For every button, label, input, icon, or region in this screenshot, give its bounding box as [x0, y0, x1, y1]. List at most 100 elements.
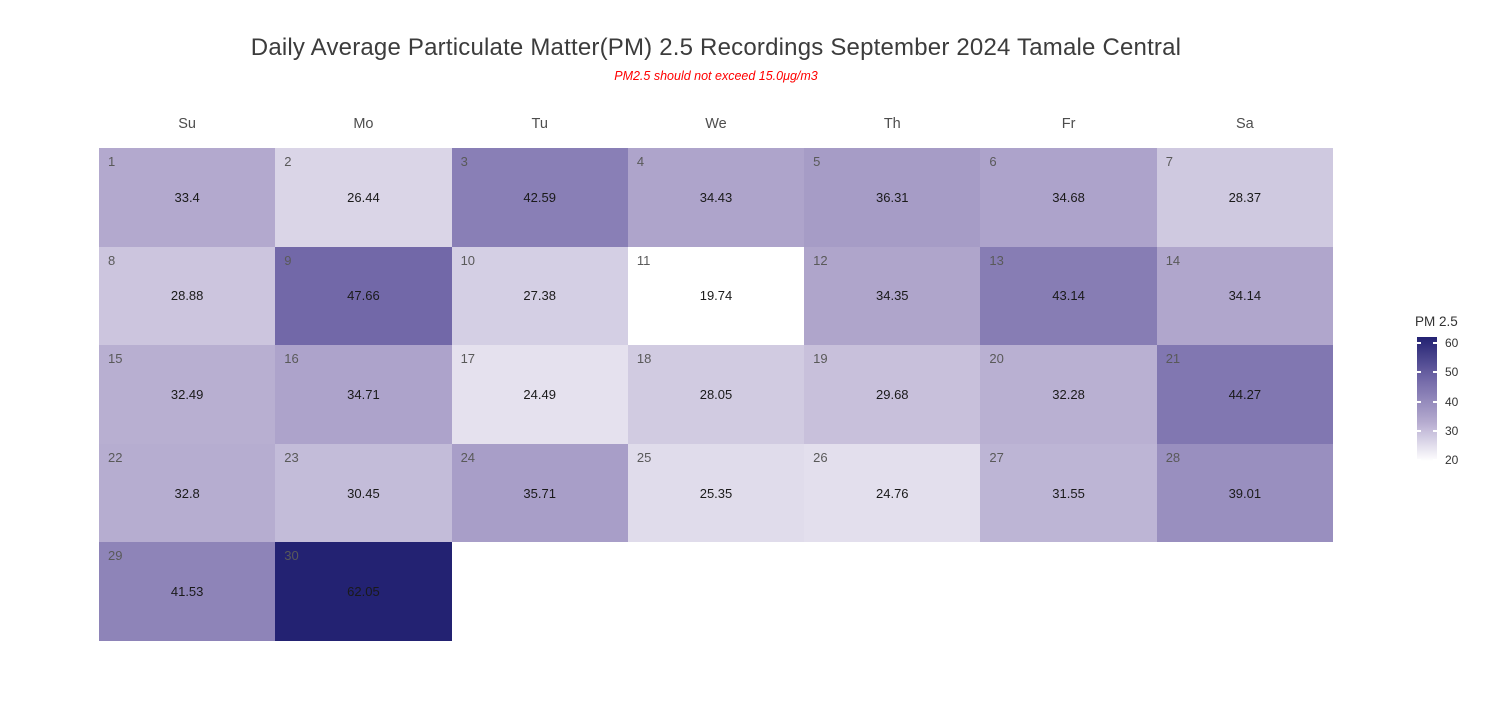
- day-cell: 22 32.8: [99, 443, 276, 543]
- weekday-label-su: Su: [178, 116, 197, 132]
- pm-value: 36.31: [876, 189, 909, 205]
- day-number: 13: [989, 252, 1004, 268]
- calendar-grid: 1 33.4 2 26.44 3 42.59 4 34.43 5 36.31 6 34.68 7 28.3…: [99, 148, 1333, 641]
- day-number: 15: [108, 351, 123, 367]
- pm-value: 34.71: [347, 386, 380, 402]
- pm-value: 42.59: [523, 189, 556, 205]
- day-number: 17: [460, 351, 476, 367]
- day-cell: 11 19.74: [627, 246, 805, 346]
- legend-tick-mark: [1417, 400, 1421, 403]
- pm-value: 28.05: [699, 386, 733, 402]
- day-number: 12: [813, 252, 828, 268]
- day-cell: 5 36.31: [804, 148, 981, 247]
- pm-value: 29.68: [876, 386, 909, 402]
- day-number: 24: [460, 449, 476, 465]
- legend-tick-mark: [1417, 459, 1421, 462]
- pm-value: 28.88: [170, 288, 204, 304]
- legend-tick-mark: [1433, 342, 1437, 344]
- legend-title: PM 2.5: [1415, 314, 1458, 329]
- day-number: 11: [636, 252, 651, 268]
- day-number: 14: [1165, 252, 1181, 268]
- day-cell: 8 28.88: [99, 246, 276, 346]
- day-cell: 3 42.59: [451, 148, 628, 247]
- day-cell: 4 34.43: [627, 148, 805, 247]
- day-cell: 13 43.14: [980, 246, 1157, 346]
- legend-tick-mark: [1433, 459, 1437, 462]
- pm-value: 28.37: [1228, 189, 1262, 205]
- day-number: 29: [108, 548, 123, 564]
- pm-value: 31.55: [1052, 485, 1085, 501]
- day-cell: 17 24.49: [451, 345, 628, 444]
- day-cell: 12 34.35: [804, 246, 981, 346]
- pm-value: 32.49: [170, 386, 204, 402]
- pm-value: 26.44: [347, 189, 380, 205]
- day-cell: 18 28.05: [627, 345, 805, 444]
- legend-tick-mark: [1417, 429, 1421, 432]
- day-number: 23: [284, 449, 299, 465]
- pm-value: 44.27: [1228, 386, 1262, 402]
- legend-tick-label: 30: [1445, 423, 1459, 438]
- day-cell: 23 30.45: [275, 443, 452, 543]
- chart-subtitle: PM2.5 should not exceed 15.0μg/m3: [614, 69, 818, 83]
- legend-tick-mark: [1433, 400, 1437, 403]
- day-number: 25: [636, 449, 652, 465]
- day-cell: 21 44.27: [1156, 345, 1333, 444]
- pm-value: 25.35: [699, 485, 733, 501]
- pm-value: 32.8: [174, 485, 200, 501]
- weekday-label-we: We: [705, 116, 727, 132]
- day-cell: 6 34.68: [980, 148, 1157, 247]
- pm-value: 24.49: [523, 386, 556, 402]
- legend-tick-mark: [1433, 371, 1437, 374]
- pm-value: 34.35: [876, 288, 909, 304]
- day-number: 5: [813, 154, 821, 169]
- weekday-label-th: Th: [883, 116, 901, 132]
- day-cell: 26 24.76: [804, 443, 981, 543]
- day-number: 9: [284, 252, 292, 268]
- day-number: 22: [108, 449, 123, 465]
- pm-value: 33.4: [174, 189, 200, 205]
- weekday-header-row: Su Mo Tu We Th Fr Sa: [99, 112, 1333, 136]
- day-number: 27: [989, 449, 1004, 465]
- day-number: 7: [1165, 154, 1173, 169]
- day-cell: 24 35.71: [451, 443, 628, 543]
- legend-tick-mark: [1417, 371, 1421, 374]
- day-number: 10: [460, 252, 476, 268]
- day-number: 18: [636, 351, 652, 367]
- legend-colorbar: [1417, 337, 1437, 462]
- day-number: 1: [108, 154, 116, 169]
- day-cell: 30 62.05: [275, 542, 452, 641]
- day-cell: 15 32.49: [99, 345, 276, 444]
- pm-value: 34.68: [1052, 189, 1085, 205]
- pm-value: 24.76: [876, 485, 909, 501]
- day-number: 4: [636, 154, 645, 169]
- pm-value: 47.66: [347, 288, 380, 304]
- day-cell: 2 26.44: [275, 148, 452, 247]
- legend-tick-label: 20: [1445, 453, 1459, 468]
- pm-value: 62.05: [347, 584, 380, 600]
- pm-value: 19.74: [699, 288, 733, 304]
- legend-tick-mark: [1433, 429, 1437, 432]
- weekday-label-sa: Sa: [1235, 116, 1254, 132]
- day-number: 19: [813, 351, 828, 367]
- pm-value: 34.14: [1228, 288, 1262, 304]
- pm-value: 34.43: [699, 189, 733, 205]
- day-number: 8: [108, 252, 116, 268]
- legend-tick-mark: [1417, 342, 1421, 344]
- legend: PM 2.5 60 50 40 30 20: [1415, 314, 1489, 466]
- day-cell: 14 34.14: [1156, 246, 1333, 346]
- day-cell: 10 27.38: [451, 246, 628, 346]
- pm-value: 39.01: [1228, 485, 1262, 501]
- legend-tick-label: 50: [1445, 365, 1459, 380]
- day-cell: 27 31.55: [980, 443, 1157, 543]
- pm-value: 30.45: [347, 485, 380, 501]
- day-number: 21: [1165, 351, 1181, 367]
- day-number: 16: [284, 351, 299, 367]
- pm-value: 27.38: [523, 288, 556, 304]
- day-number: 3: [460, 154, 468, 169]
- pm-value: 43.14: [1052, 288, 1085, 304]
- legend-tick-label: 60: [1445, 336, 1459, 350]
- chart-title: Daily Average Particulate Matter(PM) 2.5…: [250, 34, 1182, 61]
- weekday-label-mo: Mo: [353, 116, 374, 132]
- day-cell: 9 47.66: [275, 246, 452, 346]
